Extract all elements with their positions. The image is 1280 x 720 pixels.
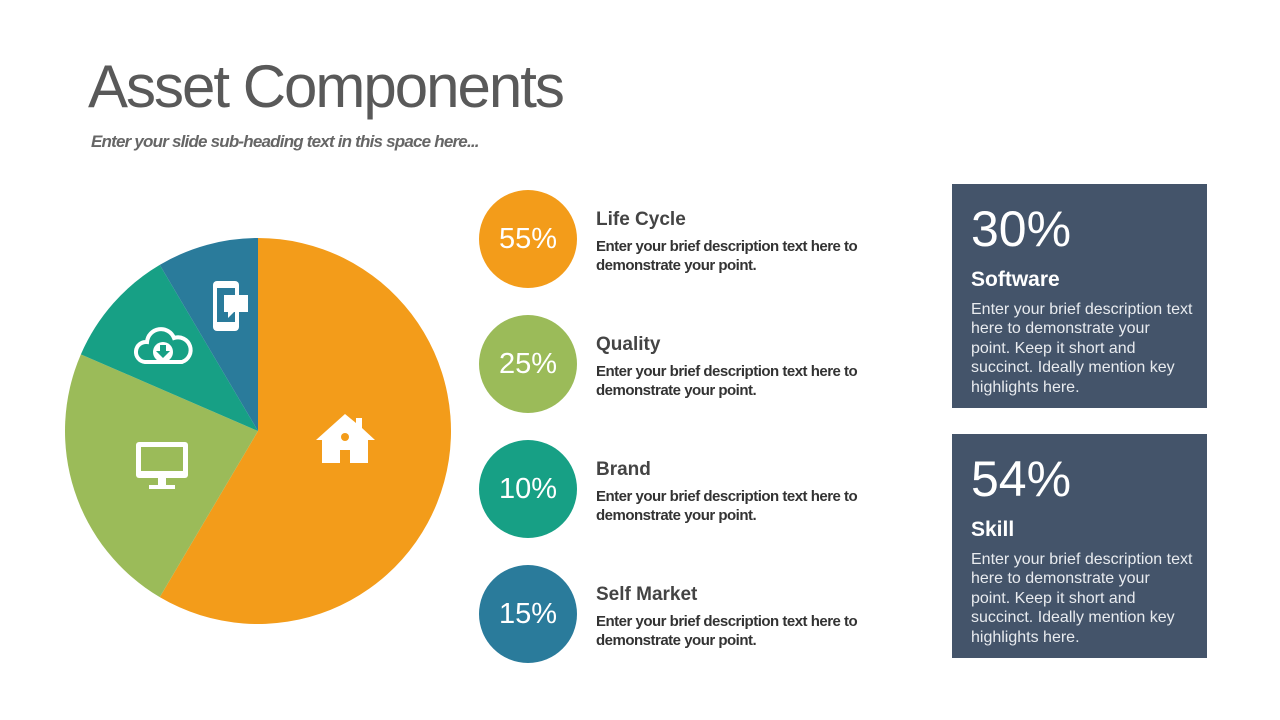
title: Asset Components: [88, 53, 565, 120]
percent-circle: 10%: [479, 440, 577, 538]
percent-circle: 55%: [479, 190, 577, 288]
chat-bubble: [224, 295, 248, 318]
monitor-screen: [141, 447, 183, 471]
subtitle: Enter your slide sub-heading text in thi…: [91, 132, 480, 151]
item-title: Quality: [596, 334, 661, 355]
box-title: Skill: [971, 518, 1015, 541]
item-title: Self Market: [596, 584, 698, 605]
icons: [134, 281, 375, 489]
item-text: Enter your brief description text here t…: [596, 363, 858, 399]
monitor-stand: [158, 478, 166, 485]
box-text: Enter your brief description text here t…: [971, 551, 1193, 646]
cloud-icon: [134, 327, 193, 364]
house-window: [341, 433, 349, 441]
info-box: 30% Software Enter your brief description …: [952, 184, 1207, 408]
box-value: 30%: [971, 201, 1072, 257]
pie-slice: [159, 238, 451, 624]
download-arrow: [156, 345, 170, 358]
percent-circle: 15%: [479, 565, 577, 663]
pie-chart: [64, 238, 451, 624]
box-title: Software: [971, 268, 1060, 291]
monitor-base: [149, 485, 175, 489]
item-text: Enter your brief description text here t…: [596, 613, 858, 649]
percent-circle: 25%: [479, 315, 577, 413]
info-box: 54% Skill Enter your brief description tex…: [952, 434, 1207, 658]
item-title: Life Cycle: [596, 209, 686, 230]
item-text: Enter your brief description text here t…: [596, 238, 858, 274]
item-title: Brand: [596, 459, 651, 480]
item-text: Enter your brief description text here t…: [596, 488, 858, 524]
box-text: Enter your brief description text here t…: [971, 301, 1193, 396]
box-value: 54%: [971, 451, 1072, 507]
